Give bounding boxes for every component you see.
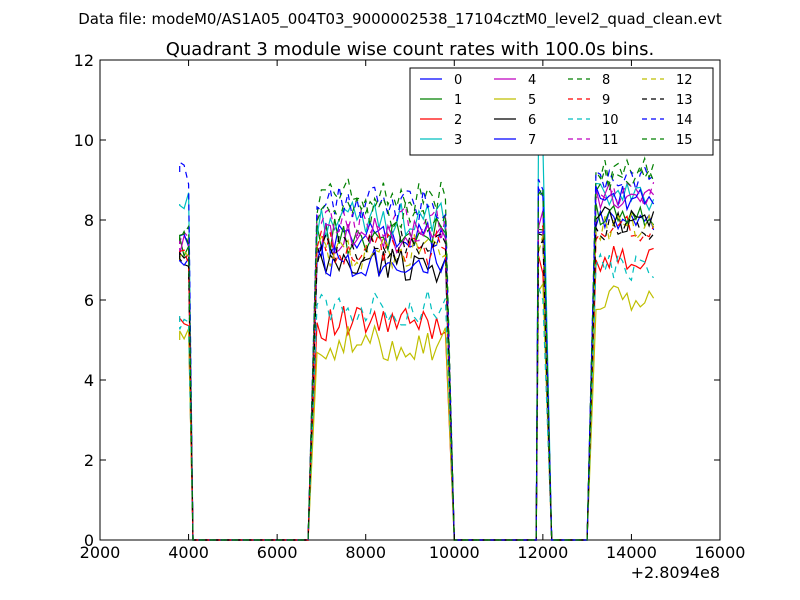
tick-layer: 2000 4000 6000 8000 10000 12000 14000 16000 0 2 4 6… xyxy=(74,51,746,562)
y-tick-label: 8 xyxy=(84,211,94,230)
series-line-6 xyxy=(179,206,655,541)
legend-label-0: 0 xyxy=(454,73,462,88)
legend-label-1: 1 xyxy=(454,93,462,108)
figure-suptitle: Data file: modeM0/AS1A05_004T03_90000025… xyxy=(78,10,722,29)
legend-label-4: 4 xyxy=(528,73,536,88)
chart-title: Quadrant 3 module wise count rates with … xyxy=(166,39,655,60)
y-tick-label: 4 xyxy=(84,371,94,390)
x-tick-label: 12000 xyxy=(517,543,568,562)
y-tick-label: 10 xyxy=(74,131,94,150)
series-line-8 xyxy=(179,156,655,541)
x-tick-label: 10000 xyxy=(429,543,480,562)
series-line-15 xyxy=(179,164,655,541)
x-tick-label: 4000 xyxy=(168,543,209,562)
legend-label-7: 7 xyxy=(528,133,536,148)
series-line-14 xyxy=(179,161,654,541)
series-line-2 xyxy=(179,245,654,541)
series-line-5 xyxy=(179,281,655,541)
series-line-10 xyxy=(179,252,654,541)
y-tick-label: 6 xyxy=(84,291,94,310)
legend-label-8: 8 xyxy=(602,73,610,88)
legend-label-14: 14 xyxy=(676,113,693,128)
x-tick-label: 16000 xyxy=(695,543,746,562)
x-tick-label: 8000 xyxy=(345,543,386,562)
legend-frame xyxy=(409,67,714,156)
legend-label-11: 11 xyxy=(602,133,619,148)
x-offset-label: +2.8094e8 xyxy=(631,563,720,582)
series-line-13 xyxy=(179,217,655,541)
legend-label-10: 10 xyxy=(602,113,619,128)
x-tick-label: 6000 xyxy=(257,543,298,562)
x-tick-label: 14000 xyxy=(606,543,657,562)
legend-label-3: 3 xyxy=(454,133,462,148)
legend-label-5: 5 xyxy=(528,93,536,108)
x-tick-label: 2000 xyxy=(80,543,121,562)
legend-label-15: 15 xyxy=(676,133,693,148)
y-tick-label: 0 xyxy=(84,531,94,550)
series-layer xyxy=(179,144,655,541)
legend-label-12: 12 xyxy=(676,73,693,88)
legend-label-2: 2 xyxy=(454,113,462,128)
legend-label-6: 6 xyxy=(528,113,536,128)
y-tick-label: 2 xyxy=(84,451,94,470)
series-line-12 xyxy=(179,212,655,541)
series-line-4 xyxy=(179,181,655,541)
y-tick-label: 12 xyxy=(74,51,94,70)
legend-label-9: 9 xyxy=(602,93,610,108)
legend-label-13: 13 xyxy=(676,93,693,108)
